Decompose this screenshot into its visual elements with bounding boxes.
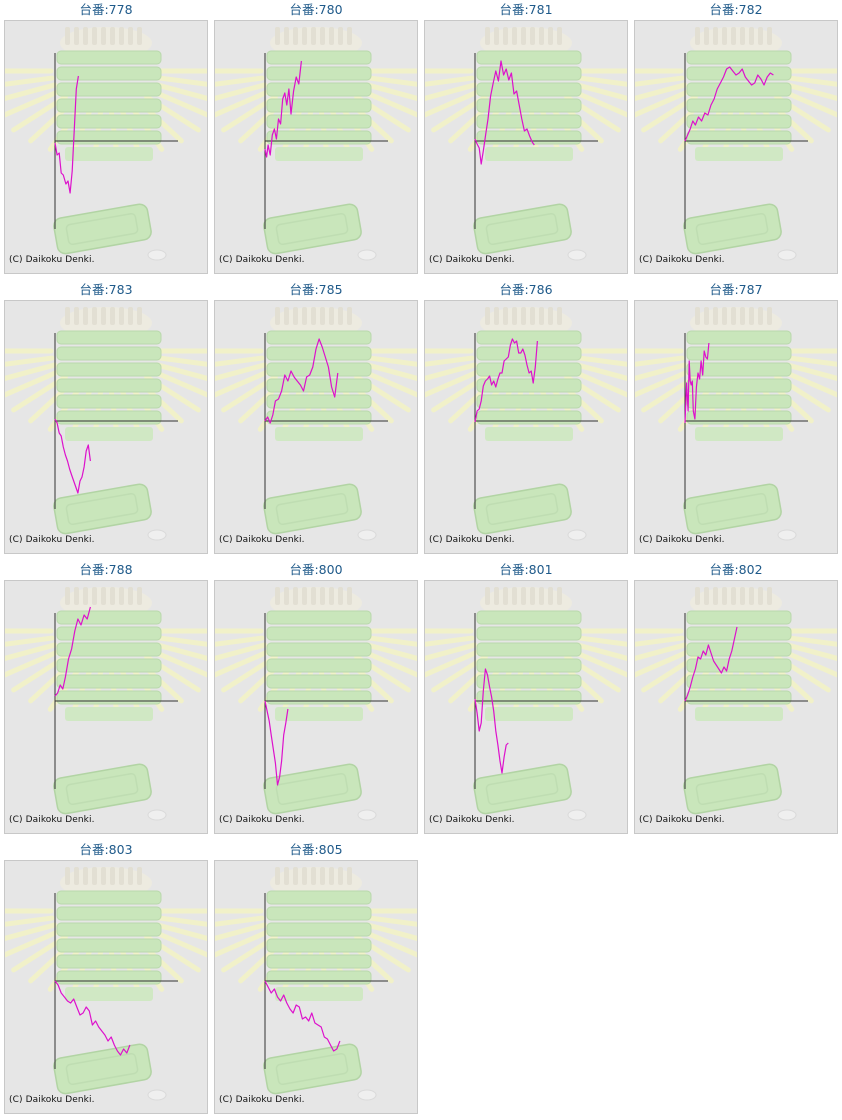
copyright-credit: (C) Daikoku Denki. (429, 535, 515, 545)
payout-series-line (264, 980, 341, 1052)
payout-line-chart (5, 27, 207, 261)
machine-graph-card: 台番:805 (C) Daikoku Denki. (213, 840, 419, 1116)
payout-line-chart (215, 27, 417, 261)
payout-series-line (474, 60, 535, 165)
machine-graph-card: 台番:782 (C) Daikoku Denki. (633, 0, 839, 276)
graph-panel: (C) Daikoku Denki. (214, 300, 418, 554)
machine-number-title: 台番:800 (289, 562, 343, 577)
machine-number-title: 台番:780 (289, 2, 343, 17)
machine-number-title: 台番:783 (79, 282, 133, 297)
payout-line-chart (5, 587, 207, 821)
payout-series-line (684, 66, 774, 142)
payout-series-line (54, 606, 91, 697)
payout-line-chart (5, 307, 207, 541)
payout-line-chart (425, 27, 627, 261)
machine-number-title: 台番:805 (289, 842, 343, 857)
machine-graph-card: 台番:785 (C) Daikoku Denki. (213, 280, 419, 556)
payout-series-line (54, 418, 91, 494)
pachinko-background-art (215, 587, 417, 821)
payout-line-chart (215, 587, 417, 821)
payout-series-line (54, 980, 131, 1056)
copyright-credit: (C) Daikoku Denki. (9, 1095, 95, 1105)
copyright-credit: (C) Daikoku Denki. (429, 255, 515, 265)
copyright-credit: (C) Daikoku Denki. (219, 815, 305, 825)
payout-line-chart (215, 867, 417, 1101)
payout-line-chart (635, 587, 837, 821)
payout-line-chart (425, 307, 627, 541)
graph-panel: (C) Daikoku Denki. (4, 20, 208, 274)
copyright-credit: (C) Daikoku Denki. (639, 815, 725, 825)
pachinko-background-art (5, 27, 207, 261)
graph-panel: (C) Daikoku Denki. (214, 20, 418, 274)
payout-line-chart (425, 587, 627, 821)
copyright-credit: (C) Daikoku Denki. (9, 815, 95, 825)
payout-line-chart (215, 307, 417, 541)
machine-graph-card: 台番:778 (C) Daikoku Denki. (3, 0, 209, 276)
payout-series-line (474, 668, 509, 774)
machine-number-title: 台番:802 (709, 562, 763, 577)
machine-graph-card: 台番:803 (C) Daikoku Denki. (3, 840, 209, 1116)
copyright-credit: (C) Daikoku Denki. (639, 255, 725, 265)
copyright-credit: (C) Daikoku Denki. (219, 535, 305, 545)
copyright-credit: (C) Daikoku Denki. (639, 535, 725, 545)
pachinko-background-art (425, 307, 627, 541)
machine-number-title: 台番:788 (79, 562, 133, 577)
pachinko-background-art (5, 867, 207, 1101)
pachinko-background-art (215, 307, 417, 541)
payout-line-chart (635, 27, 837, 261)
graph-panel: (C) Daikoku Denki. (634, 300, 838, 554)
pachinko-background-art (635, 27, 837, 261)
machine-number-title: 台番:786 (499, 282, 553, 297)
machine-graph-card: 台番:787 (C) Daikoku Denki. (633, 280, 839, 556)
pachinko-background-art (215, 27, 417, 261)
graph-panel: (C) Daikoku Denki. (4, 860, 208, 1114)
copyright-credit: (C) Daikoku Denki. (219, 255, 305, 265)
pachinko-background-art (635, 307, 837, 541)
machine-number-title: 台番:785 (289, 282, 343, 297)
machine-number-title: 台番:787 (709, 282, 763, 297)
graph-panel: (C) Daikoku Denki. (4, 300, 208, 554)
machine-graph-card: 台番:788 (C) Daikoku Denki. (3, 560, 209, 836)
payout-series-line (474, 338, 538, 423)
copyright-credit: (C) Daikoku Denki. (9, 535, 95, 545)
machine-number-title: 台番:778 (79, 2, 133, 17)
pachinko-background-art (5, 587, 207, 821)
machine-number-title: 台番:803 (79, 842, 133, 857)
payout-series-line (684, 342, 710, 424)
payout-series-line (684, 626, 738, 702)
pachinko-background-art (215, 867, 417, 1101)
machine-number-title: 台番:801 (499, 562, 553, 577)
machine-graph-card: 台番:802 (C) Daikoku Denki. (633, 560, 839, 836)
payout-line-chart (635, 307, 837, 541)
payout-line-chart (5, 867, 207, 1101)
machine-graph-card: 台番:786 (C) Daikoku Denki. (423, 280, 629, 556)
machine-graph-card: 台番:800 (C) Daikoku Denki. (213, 560, 419, 836)
machine-graph-card: 台番:801 (C) Daikoku Denki. (423, 560, 629, 836)
copyright-credit: (C) Daikoku Denki. (219, 1095, 305, 1105)
payout-series-line (264, 700, 289, 786)
machine-number-title: 台番:781 (499, 2, 553, 17)
graph-panel: (C) Daikoku Denki. (424, 580, 628, 834)
graph-panel: (C) Daikoku Denki. (214, 580, 418, 834)
machine-graph-card: 台番:783 (C) Daikoku Denki. (3, 280, 209, 556)
pachinko-background-art (425, 27, 627, 261)
machine-number-title: 台番:782 (709, 2, 763, 17)
payout-series-line (54, 75, 79, 194)
copyright-credit: (C) Daikoku Denki. (9, 255, 95, 265)
machine-graph-card: 台番:781 (C) Daikoku Denki. (423, 0, 629, 276)
graph-panel: (C) Daikoku Denki. (424, 300, 628, 554)
graph-panel: (C) Daikoku Denki. (634, 580, 838, 834)
payout-series-line (264, 60, 302, 158)
machine-graph-card: 台番:780 (C) Daikoku Denki. (213, 0, 419, 276)
pachinko-background-art (5, 307, 207, 541)
payout-series-line (264, 338, 339, 424)
graph-panel: (C) Daikoku Denki. (214, 860, 418, 1114)
graph-panel: (C) Daikoku Denki. (4, 580, 208, 834)
pachinko-background-art (425, 587, 627, 821)
pachinko-background-art (635, 587, 837, 821)
graph-panel: (C) Daikoku Denki. (424, 20, 628, 274)
graph-panel: (C) Daikoku Denki. (634, 20, 838, 274)
copyright-credit: (C) Daikoku Denki. (429, 815, 515, 825)
